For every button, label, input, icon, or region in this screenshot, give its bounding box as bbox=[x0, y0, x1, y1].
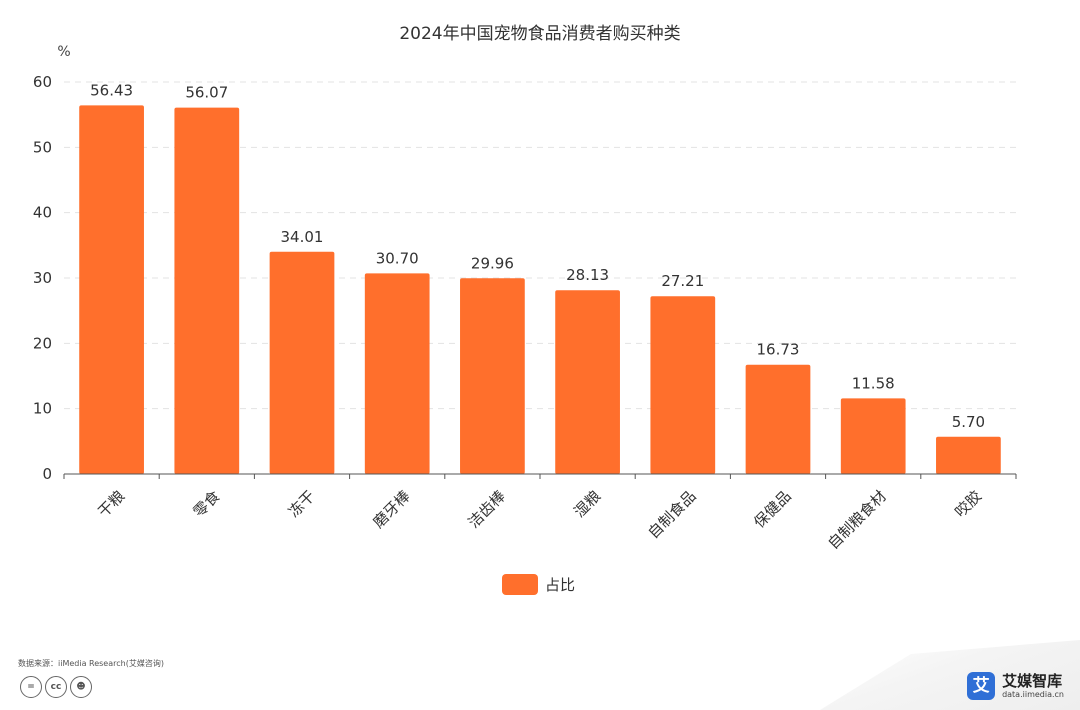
chart-title: 2024年中国宠物食品消费者购买种类 bbox=[399, 24, 680, 44]
bar-1[interactable] bbox=[174, 107, 240, 475]
bar-0[interactable] bbox=[79, 105, 144, 474]
category-label: 咬胶 bbox=[951, 487, 985, 521]
brand-url: data.iimedia.cn bbox=[1002, 689, 1064, 699]
license-icons: = cc ☻ bbox=[20, 676, 95, 700]
data-label: 16.73 bbox=[757, 341, 800, 359]
data-label: 56.43 bbox=[90, 81, 133, 99]
category-label: 湿粮 bbox=[570, 487, 604, 521]
data-labels: 56.43 56.07 34.01 30.70 29.96 28.13 27.21 16.73… bbox=[90, 81, 985, 430]
bar-5[interactable] bbox=[555, 290, 620, 474]
data-label: 29.96 bbox=[471, 254, 514, 272]
y-axis-unit: % bbox=[57, 44, 70, 60]
bar-8[interactable] bbox=[840, 398, 906, 474]
bar-6[interactable] bbox=[650, 296, 716, 474]
brand[interactable]: 艾 艾媒智库 data.iimedia.cn bbox=[967, 672, 1064, 700]
x-axis bbox=[63, 473, 1017, 479]
data-label: 11.58 bbox=[852, 374, 895, 392]
category-label: 零食 bbox=[190, 487, 224, 521]
y-tick-label: 20 bbox=[33, 334, 52, 352]
cc-icon: cc bbox=[45, 676, 67, 698]
cc-equal-icon: = bbox=[20, 676, 42, 698]
data-label: 34.01 bbox=[281, 228, 324, 246]
y-tick-label: 50 bbox=[33, 138, 52, 156]
category-label: 冻干 bbox=[285, 487, 319, 521]
legend[interactable]: 占比 bbox=[502, 574, 575, 595]
bar-2[interactable] bbox=[269, 251, 335, 474]
category-label: 自制食品 bbox=[644, 487, 699, 542]
y-tick-label: 30 bbox=[33, 269, 52, 287]
category-label: 洁齿棒 bbox=[465, 487, 510, 532]
category-label: 干粮 bbox=[94, 487, 128, 521]
data-label: 28.13 bbox=[566, 266, 609, 284]
cc-by-icon: ☻ bbox=[70, 676, 92, 698]
y-tick-label: 10 bbox=[33, 400, 52, 418]
brand-name: 艾媒智库 bbox=[1002, 671, 1063, 690]
legend-swatch bbox=[502, 574, 538, 595]
bar-7[interactable] bbox=[745, 364, 811, 474]
source-note: 数据来源：iiMedia Research(艾媒咨询) bbox=[18, 659, 164, 668]
category-labels: 干粮 零食 冻干 磨牙棒 洁齿棒 湿粮 自制食品 保健品 自制粮食材 咬胶 bbox=[94, 487, 985, 553]
bar-4[interactable] bbox=[460, 278, 525, 474]
data-label: 27.21 bbox=[661, 272, 704, 290]
category-label: 磨牙棒 bbox=[369, 487, 414, 532]
data-label: 30.70 bbox=[376, 249, 419, 267]
y-tick-label: 60 bbox=[33, 73, 52, 91]
bars bbox=[79, 105, 1001, 475]
bar-3[interactable] bbox=[364, 273, 430, 474]
brand-logo-icon: 艾 bbox=[967, 672, 996, 700]
y-tick-label: 0 bbox=[42, 465, 52, 483]
category-label: 自制粮食材 bbox=[824, 487, 890, 553]
category-label: 保健品 bbox=[750, 487, 795, 532]
bar-9[interactable] bbox=[936, 436, 1001, 474]
data-label: 5.70 bbox=[952, 413, 985, 431]
y-axis-ticks: 0 10 20 30 40 50 60 bbox=[33, 73, 52, 483]
legend-label: 占比 bbox=[545, 576, 575, 594]
data-label: 56.07 bbox=[185, 84, 228, 102]
y-tick-label: 40 bbox=[33, 204, 52, 222]
